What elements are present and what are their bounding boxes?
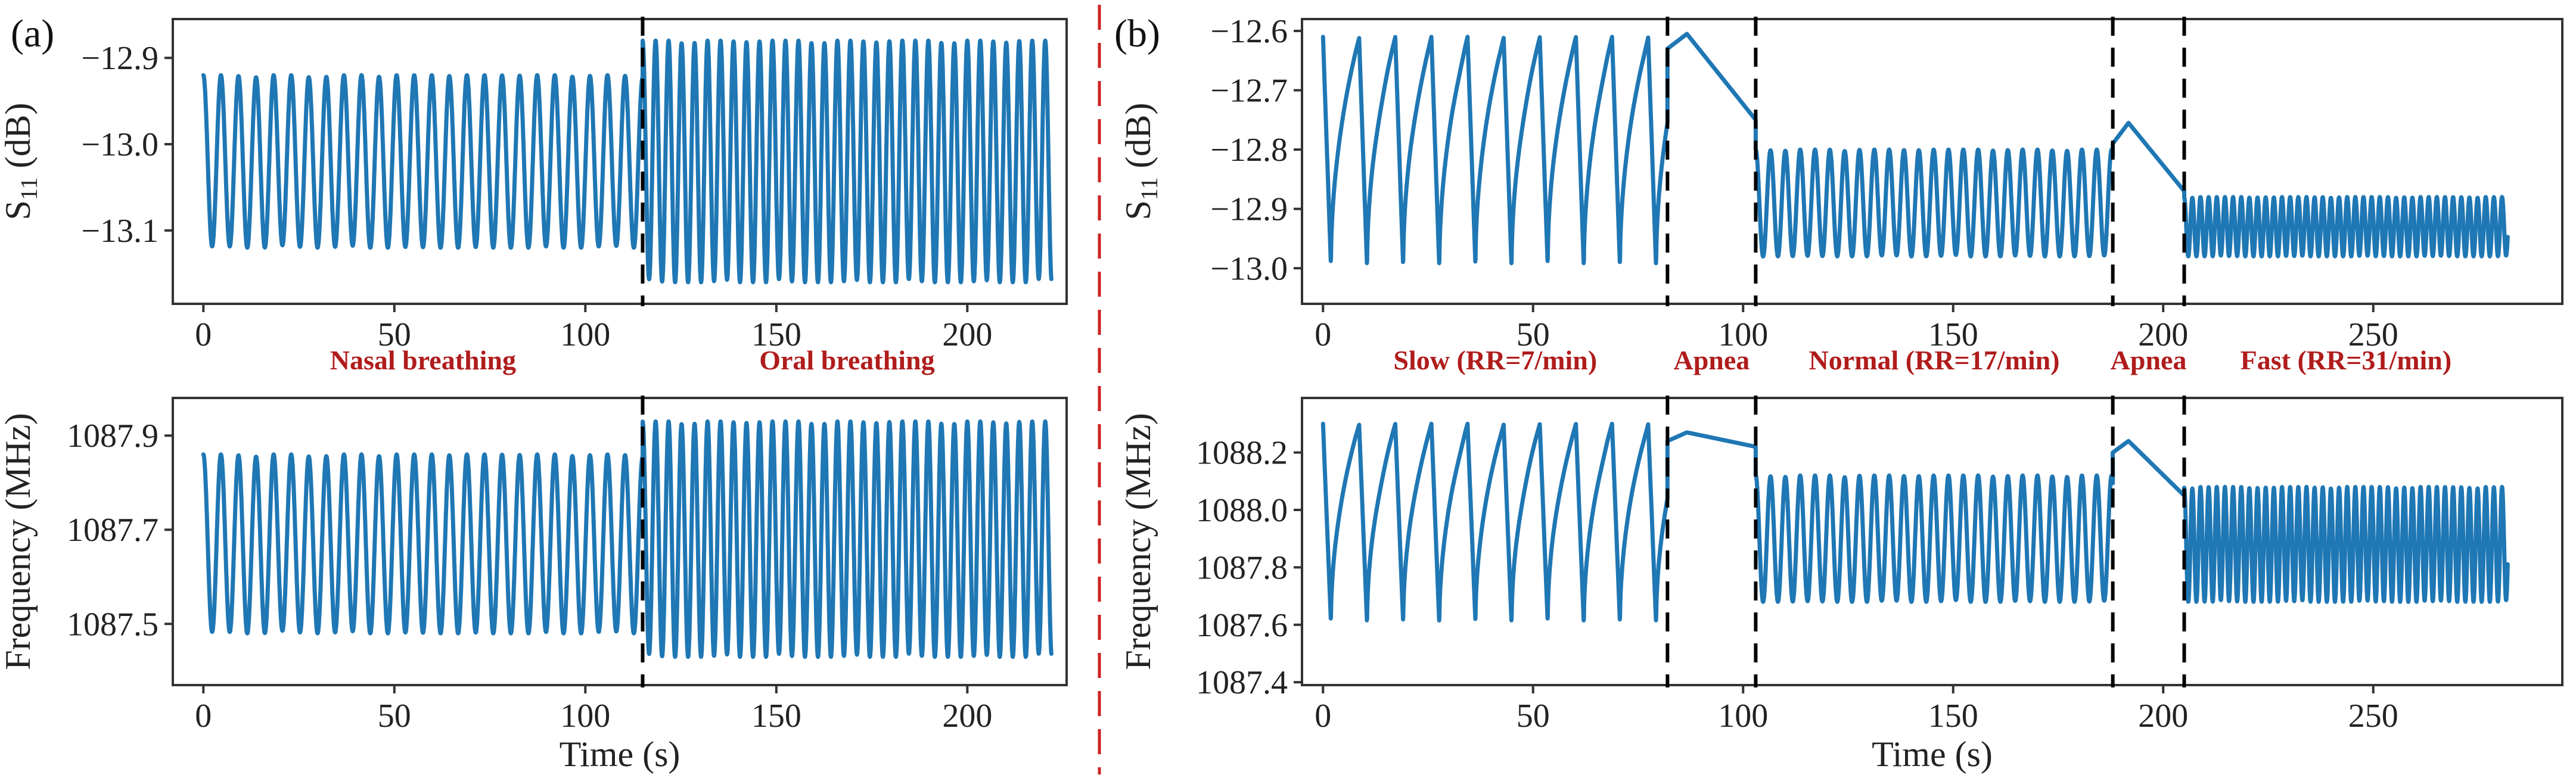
y-axis-title-main: Frequency (MHz) [0, 413, 38, 670]
x-tick-label: 150 [751, 316, 801, 353]
x-tick-label: 200 [942, 698, 992, 735]
y-tick-label: −13.0 [81, 126, 159, 163]
x-tick-label: 0 [1315, 698, 1331, 735]
y-axis-title: S11 (dB) [1118, 103, 1163, 220]
series-line-a_s11 [201, 38, 1054, 285]
panel-label-b: (b) [1114, 12, 1160, 55]
phase-label-a: Oral breathing [759, 345, 934, 375]
axes-frame [1301, 397, 2563, 686]
phase-label-b: Apnea [1673, 345, 1750, 375]
phase-label-b: Normal (RR=17/min) [1809, 345, 2060, 375]
x-tick-label: 150 [1928, 316, 1978, 353]
x-tick-label: 50 [378, 698, 411, 735]
y-tick-label: −12.9 [1210, 191, 1288, 228]
phase-label-b: Fast (RR=31/min) [2241, 345, 2452, 375]
y-tick-label: −12.6 [1210, 13, 1288, 50]
x-tick-label: 200 [942, 316, 992, 353]
chart-b_s11: 0 50 100 150 200 250 −12.6 −12.7 −12.8 −12.9 −13.0… [1118, 13, 2563, 353]
y-axis-title-main: Frequency (MHz) [1118, 413, 1158, 670]
y-tick-label: −13.1 [81, 213, 159, 250]
y-tick-label: 1087.6 [1196, 607, 1288, 644]
panel-label-a: (a) [11, 12, 54, 55]
axes-frame [172, 397, 1068, 686]
y-axis-title-unit: (dB) [0, 103, 38, 178]
x-axis-title: Time (s) [560, 735, 680, 774]
chart-a_freq: 0 50 100 150 200 1087.9 1087.7 1087.5 Frequency … [0, 396, 1068, 774]
x-tick-label: 250 [2348, 698, 2398, 735]
y-tick-label: 1087.5 [67, 606, 159, 643]
y-tick-label: −12.8 [1210, 132, 1288, 169]
x-tick-label: 100 [1718, 316, 1768, 353]
y-axis-title-sub: 11 [15, 178, 42, 201]
phase-label-b: Apnea [2111, 345, 2187, 375]
x-tick-label: 150 [751, 698, 801, 735]
y-tick-label: 1087.4 [1196, 664, 1288, 701]
series-line-a_freq [201, 419, 1054, 659]
axes-frame [172, 18, 1068, 305]
x-tick-label: 0 [195, 316, 212, 353]
y-axis-title-sub: 11 [1136, 178, 1163, 201]
chart-b_freq: 0 50 100 150 200 250 1088.2 1088.0 1087.8 1087.6 1… [1118, 396, 2563, 774]
x-tick-label: 0 [1315, 316, 1331, 353]
x-tick-label: 200 [2138, 698, 2188, 735]
y-tick-label: 1088.0 [1196, 492, 1288, 529]
x-tick-label: 100 [1718, 698, 1768, 735]
y-tick-label: −12.7 [1210, 73, 1288, 110]
series-line-b_s11 [1320, 32, 2510, 266]
x-tick-label: 50 [1517, 316, 1550, 353]
y-axis-title-main: S [1118, 200, 1158, 220]
y-tick-label: −13.0 [1210, 250, 1288, 287]
y-tick-label: 1088.2 [1196, 435, 1288, 472]
x-tick-label: 150 [1928, 698, 1978, 735]
x-tick-label: 50 [1517, 698, 1550, 735]
y-axis-title: Frequency (MHz) [0, 413, 38, 670]
y-axis-title-main: S [0, 200, 38, 220]
y-tick-label: 1087.8 [1196, 549, 1288, 586]
phase-label-b: Slow (RR=7/min) [1393, 345, 1597, 375]
x-tick-label: 0 [195, 698, 212, 735]
series-line-b_freq [1320, 421, 2510, 623]
y-tick-label: 1087.9 [67, 418, 159, 455]
x-axis-title: Time (s) [1872, 735, 1993, 774]
axes-frame [1301, 18, 2563, 305]
chart-a_s11: 0 50 100 150 200 −12.9 −13.0 −13.1 S11 (dB) [0, 17, 1068, 353]
x-tick-label: 200 [2138, 316, 2188, 353]
y-axis-title: S11 (dB) [0, 103, 42, 220]
y-axis-title-unit: (dB) [1118, 103, 1158, 178]
x-tick-label: 100 [560, 698, 610, 735]
y-tick-label: 1087.7 [67, 512, 159, 549]
y-tick-label: −12.9 [81, 40, 159, 77]
x-tick-label: 250 [2348, 316, 2398, 353]
x-tick-label: 100 [560, 316, 610, 353]
phase-label-a: Nasal breathing [330, 345, 516, 375]
y-axis-title: Frequency (MHz) [1118, 413, 1158, 670]
x-tick-label: 50 [378, 316, 411, 353]
